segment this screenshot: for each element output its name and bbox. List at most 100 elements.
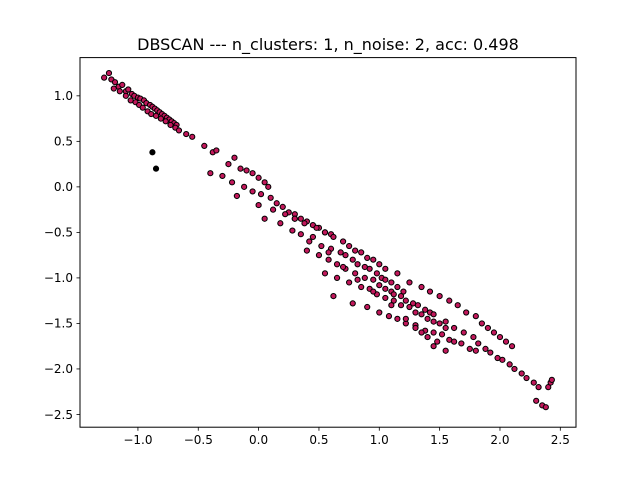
cluster-point (279, 203, 286, 210)
cluster-point (508, 343, 516, 350)
cluster-point (349, 300, 356, 307)
cluster-point (257, 191, 265, 198)
cluster-point (333, 261, 341, 268)
cluster-point (376, 309, 383, 316)
cluster-point (388, 279, 395, 286)
cluster-point (265, 183, 272, 190)
cluster-point (303, 247, 310, 254)
cluster-point (418, 329, 425, 336)
cluster-point (430, 343, 437, 350)
cluster-point (373, 270, 380, 277)
cluster-point (430, 311, 437, 318)
cluster-point (364, 303, 371, 311)
cluster-point (446, 297, 453, 304)
cluster-point (442, 318, 449, 325)
cluster-point (219, 172, 226, 180)
cluster-point (466, 345, 473, 353)
cluster-point (249, 170, 256, 177)
cluster-point (105, 69, 113, 77)
x-tick-label: 1.0 (370, 433, 389, 447)
cluster-point (116, 88, 123, 95)
cluster-point (370, 276, 377, 283)
cluster-point (110, 85, 117, 92)
cluster-point (397, 302, 405, 309)
cluster-point (325, 249, 332, 256)
cluster-point (472, 347, 479, 354)
cluster-point (390, 291, 397, 298)
axes-frame (79, 57, 577, 428)
cluster-point (434, 338, 441, 345)
cluster-point (376, 282, 383, 289)
cluster-point (382, 285, 389, 292)
cluster-point (382, 276, 389, 283)
cluster-point (438, 331, 446, 338)
cluster-point (358, 283, 365, 291)
cluster-point (424, 315, 431, 322)
y-tick-label: −2.5 (44, 408, 73, 422)
cluster-point (418, 283, 425, 291)
cluster-point (506, 361, 513, 368)
cluster-point (394, 283, 401, 291)
cluster-point (400, 288, 407, 295)
y-tick-label: −1.0 (44, 271, 73, 285)
cluster-point (385, 313, 393, 320)
cluster-point (111, 79, 119, 86)
cluster-point (333, 274, 341, 281)
cluster-point (361, 274, 368, 281)
cluster-point (277, 220, 284, 227)
cluster-point (542, 404, 549, 411)
cluster-point (349, 256, 356, 263)
x-axis: −1.0 −0.5 0.0 0.5 1.0 1.5 2.0 2.5 (123, 427, 570, 447)
cluster-point (470, 333, 477, 341)
cluster-point (530, 379, 537, 386)
cluster-point (418, 311, 425, 318)
cluster-point (354, 261, 361, 268)
cluster-point (458, 340, 465, 347)
cluster-point (518, 370, 525, 377)
cluster-point (318, 242, 325, 250)
cluster-point (139, 104, 146, 111)
cluster-point (451, 324, 458, 332)
cluster-point (548, 376, 555, 383)
cluster-point (125, 86, 132, 93)
cluster-point (167, 121, 174, 129)
cluster-point (442, 324, 449, 332)
y-tick-label: 0.5 (54, 135, 73, 149)
cluster-point (325, 256, 332, 263)
cluster-point (430, 318, 437, 325)
cluster-point (382, 265, 389, 272)
cluster-point (490, 329, 498, 336)
cluster-point (460, 329, 467, 336)
noise-point (152, 165, 160, 172)
x-tick-label: 2.5 (551, 433, 570, 447)
cluster-point (261, 179, 268, 186)
cluster-point (370, 256, 377, 263)
cluster-point (228, 179, 236, 186)
cluster-point (382, 294, 389, 302)
cluster-point (255, 174, 262, 181)
cluster-point (394, 315, 401, 322)
cluster-point (390, 297, 397, 304)
noise-point (149, 149, 156, 156)
chart-title: DBSCAN --- n_clusters: 1, n_noise: 2, ac… (137, 35, 519, 55)
cluster-point (388, 302, 395, 309)
cluster-point (233, 192, 240, 200)
cluster-point (352, 247, 359, 254)
cluster-point (436, 320, 443, 327)
cluster-point (376, 261, 383, 268)
cluster-point (152, 112, 160, 119)
cluster-point (364, 254, 371, 261)
cluster-point (463, 309, 470, 316)
x-tick-label: 0.0 (249, 433, 268, 447)
x-tick-label: 0.5 (309, 433, 328, 447)
cluster-point (297, 231, 304, 238)
cluster-point (478, 320, 485, 327)
cluster-point (213, 147, 220, 154)
cluster-point (358, 249, 365, 256)
cluster-point (261, 215, 268, 222)
cluster-point (330, 293, 337, 300)
y-tick-label: 1.0 (54, 89, 73, 103)
cluster-point (451, 338, 458, 345)
cluster-point (157, 115, 164, 122)
